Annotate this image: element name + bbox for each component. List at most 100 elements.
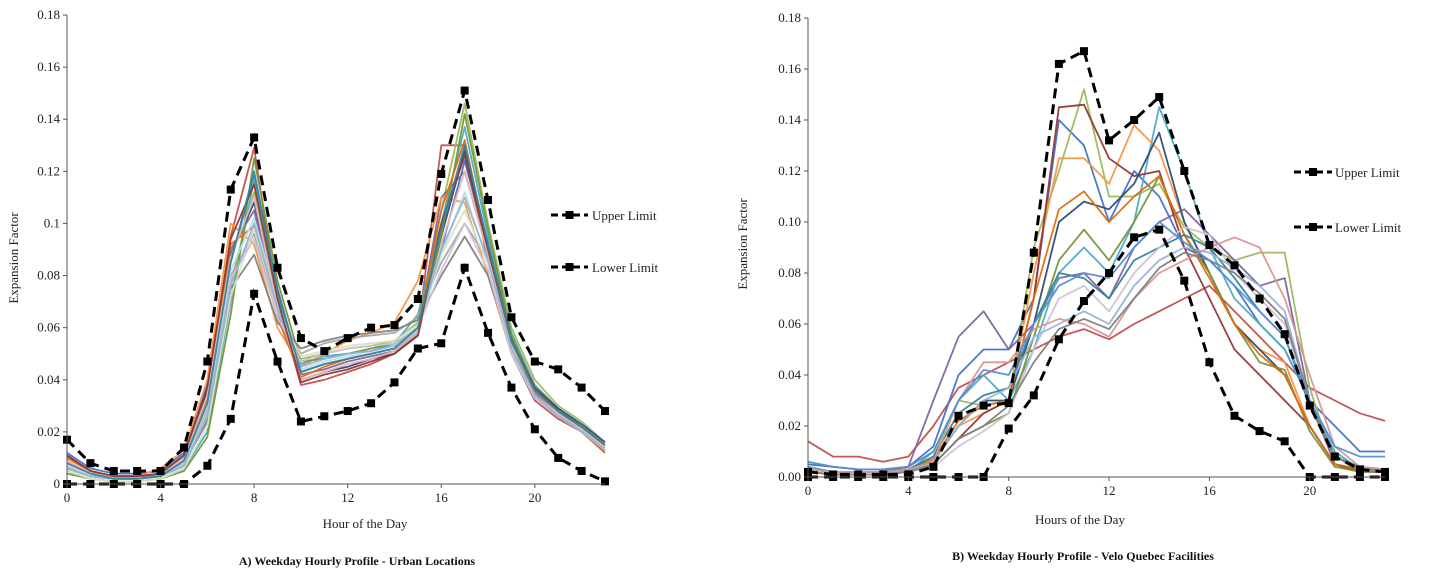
- chart-b-legend-upper-limit-label: Upper Limit: [1335, 165, 1400, 180]
- chart-b-lower-limit-point: [1079, 297, 1088, 306]
- chart-a-limits: [63, 86, 609, 488]
- chart-b-lower-limit-point: [1255, 427, 1264, 436]
- chart-a-profile-line: [66, 159, 606, 475]
- chart-a-upper-limit-point: [601, 407, 609, 416]
- chart-a-profiles: [66, 102, 606, 483]
- chart-a-xlabel: Hour of the Day: [323, 516, 408, 531]
- chart-b-lower-limit-point: [1130, 233, 1139, 242]
- chart-a-profile-line: [66, 126, 606, 483]
- chart-a-profile-line: [66, 144, 606, 480]
- chart-b-legend-upper-limit-marker: [1309, 168, 1317, 176]
- chart-a-lower-limit-point: [460, 263, 469, 272]
- chart-a-lower-limit-point: [226, 414, 235, 423]
- chart-a-upper-limit-point: [413, 295, 422, 304]
- chart-b-upper-limit-line: [807, 48, 1386, 476]
- chart-b-upper-limit-point: [1355, 465, 1364, 474]
- chart-b-caption: B) Weekday Hourly Profile - Velo Quebec …: [952, 549, 1214, 563]
- chart-a-legend-upper-limit-label: Upper Limit: [592, 208, 657, 223]
- chart-b-ytick-label: 0.02: [778, 418, 801, 433]
- chart-a-lower-limit-point: [554, 453, 563, 462]
- chart-a-upper-limit-point: [86, 459, 95, 468]
- chart-a-upper-limit-point: [530, 357, 539, 366]
- chart-a-upper-limit-point: [250, 133, 259, 142]
- chart-a-profile-line: [66, 222, 606, 480]
- chart-a-legend-upper-limit-marker: [565, 211, 574, 219]
- chart-b-upper-limit-point: [1205, 240, 1214, 249]
- chart-a-xtick-label: 20: [528, 490, 541, 505]
- chart-b-upper-limit-point: [1079, 47, 1088, 56]
- chart-b-limits: [804, 47, 1389, 481]
- chart-a-ytick-label: 0.06: [37, 320, 60, 335]
- chart-b-lower-limit-point: [1029, 391, 1038, 400]
- chart-a-upper-limit-point: [507, 313, 516, 322]
- chart-b-upper-limit-point: [1280, 330, 1289, 339]
- chart-b-ytick-label: 0.04: [778, 367, 801, 382]
- chart-a-lower-limit-point: [484, 328, 493, 337]
- chart-a-profile-line: [66, 149, 606, 478]
- chart-a-lower-limit-point: [577, 466, 586, 475]
- chart-panel-b: 0.00 0.02 0.04 0.06 0.08 0.10 0.12 0.14 0.16 0.18…: [716, 0, 1432, 571]
- chart-b-xtick-label: 0: [805, 483, 812, 498]
- chart-b-axes: 0.00 0.02 0.04 0.06 0.08 0.10 0.12 0.14 0.16 0.18…: [778, 10, 1385, 498]
- chart-a-profile-line: [66, 170, 606, 478]
- chart-b-upper-limit-point: [1330, 452, 1339, 461]
- chart-b-ytick-label: 0.16: [778, 61, 801, 76]
- chart-a-lower-limit-point: [601, 477, 609, 486]
- chart-b-ytick-label: 0.06: [778, 316, 801, 331]
- chart-b-lower-limit-line: [808, 227, 1385, 479]
- chart-b-lower-limit-point: [1155, 225, 1164, 234]
- chart-a-xtick-label: 0: [64, 490, 71, 505]
- chart-a-upper-limit-point: [367, 323, 376, 332]
- chart-a-profile-line: [66, 191, 606, 480]
- chart-b-lower-limit-point: [1105, 269, 1114, 277]
- chart-b-profile-line: [807, 226, 1386, 476]
- chart-a-profile-line: [66, 170, 606, 478]
- chart-a-profile-line: [66, 209, 606, 483]
- chart-b-ytick-label: 0.00: [778, 469, 801, 484]
- chart-a-ylabel: Expansion Factor: [6, 212, 21, 304]
- chart-a-lower-limit-point: [413, 344, 422, 353]
- chart-b-profiles: [807, 88, 1386, 476]
- chart-b-xtick-label: 8: [1005, 483, 1012, 498]
- chart-b-legend: Upper Limit Lower Limit: [1294, 165, 1401, 235]
- chart-b-ylabel: Expansion Factor: [735, 198, 750, 290]
- chart-a-upper-limit-point: [133, 466, 142, 475]
- chart-b-upper-limit-point: [1180, 167, 1189, 175]
- chart-a-lower-limit-point: [203, 461, 212, 470]
- chart-b-legend-lower-limit-marker: [1309, 223, 1317, 231]
- chart-b-upper-limit-point: [1305, 401, 1314, 410]
- chart-a-lower-limit-point: [273, 357, 282, 366]
- chart-panel-a: 0 0.02 0.04 0.06 0.08 0.1 0.12 0.14 0.16 0.18 0 4 8 1…: [6, 7, 658, 568]
- chart-b-lower-limit-point: [1230, 411, 1239, 420]
- chart-b-upper-limit-point: [1130, 116, 1139, 124]
- chart-b-legend-lower-limit-label: Lower Limit: [1335, 220, 1401, 235]
- chart-a-upper-limit-point: [156, 466, 165, 475]
- chart-a-lower-limit-point: [530, 425, 539, 434]
- chart-b-lower-limit-point: [1280, 437, 1289, 446]
- chart-b-ytick-label: 0.14: [778, 112, 801, 127]
- chart-a-upper-limit-point: [577, 383, 586, 392]
- chart-a-ytick-label: 0.14: [37, 111, 60, 126]
- chart-a-upper-limit-point: [109, 466, 118, 475]
- chart-a-upper-limit-point: [484, 195, 493, 204]
- chart-b-xtick-label: 4: [905, 483, 912, 498]
- chart-b-svg: 0.00 0.02 0.04 0.06 0.08 0.10 0.12 0.14 0.16 0.18…: [735, 10, 1401, 563]
- chart-b-lower-limit-point: [1205, 358, 1214, 367]
- chart-a-ytick-label: 0.04: [37, 372, 60, 387]
- chart-a-lower-limit-point: [250, 289, 259, 298]
- chart-b-upper-limit-point: [1105, 136, 1114, 145]
- chart-b-profile-line: [807, 246, 1386, 473]
- chart-b-upper-limit-point: [929, 462, 938, 471]
- chart-a-upper-limit-point: [554, 365, 563, 374]
- chart-a-profile-line: [66, 196, 606, 478]
- chart-b-upper-limit-point: [954, 411, 963, 420]
- chart-a-xtick-label: 12: [341, 490, 354, 505]
- chart-a-lower-limit-point: [320, 412, 329, 421]
- chart-b-xtick-label: 12: [1103, 483, 1116, 498]
- chart-a-profile-line: [66, 139, 606, 478]
- chart-a-caption: A) Weekday Hourly Profile - Urban Locati…: [239, 554, 476, 568]
- chart-a-upper-limit-point: [437, 169, 446, 178]
- chart-a-profile-line: [66, 102, 606, 480]
- chart-a-lower-limit-point: [296, 417, 305, 426]
- chart-b-profile-line: [807, 236, 1386, 473]
